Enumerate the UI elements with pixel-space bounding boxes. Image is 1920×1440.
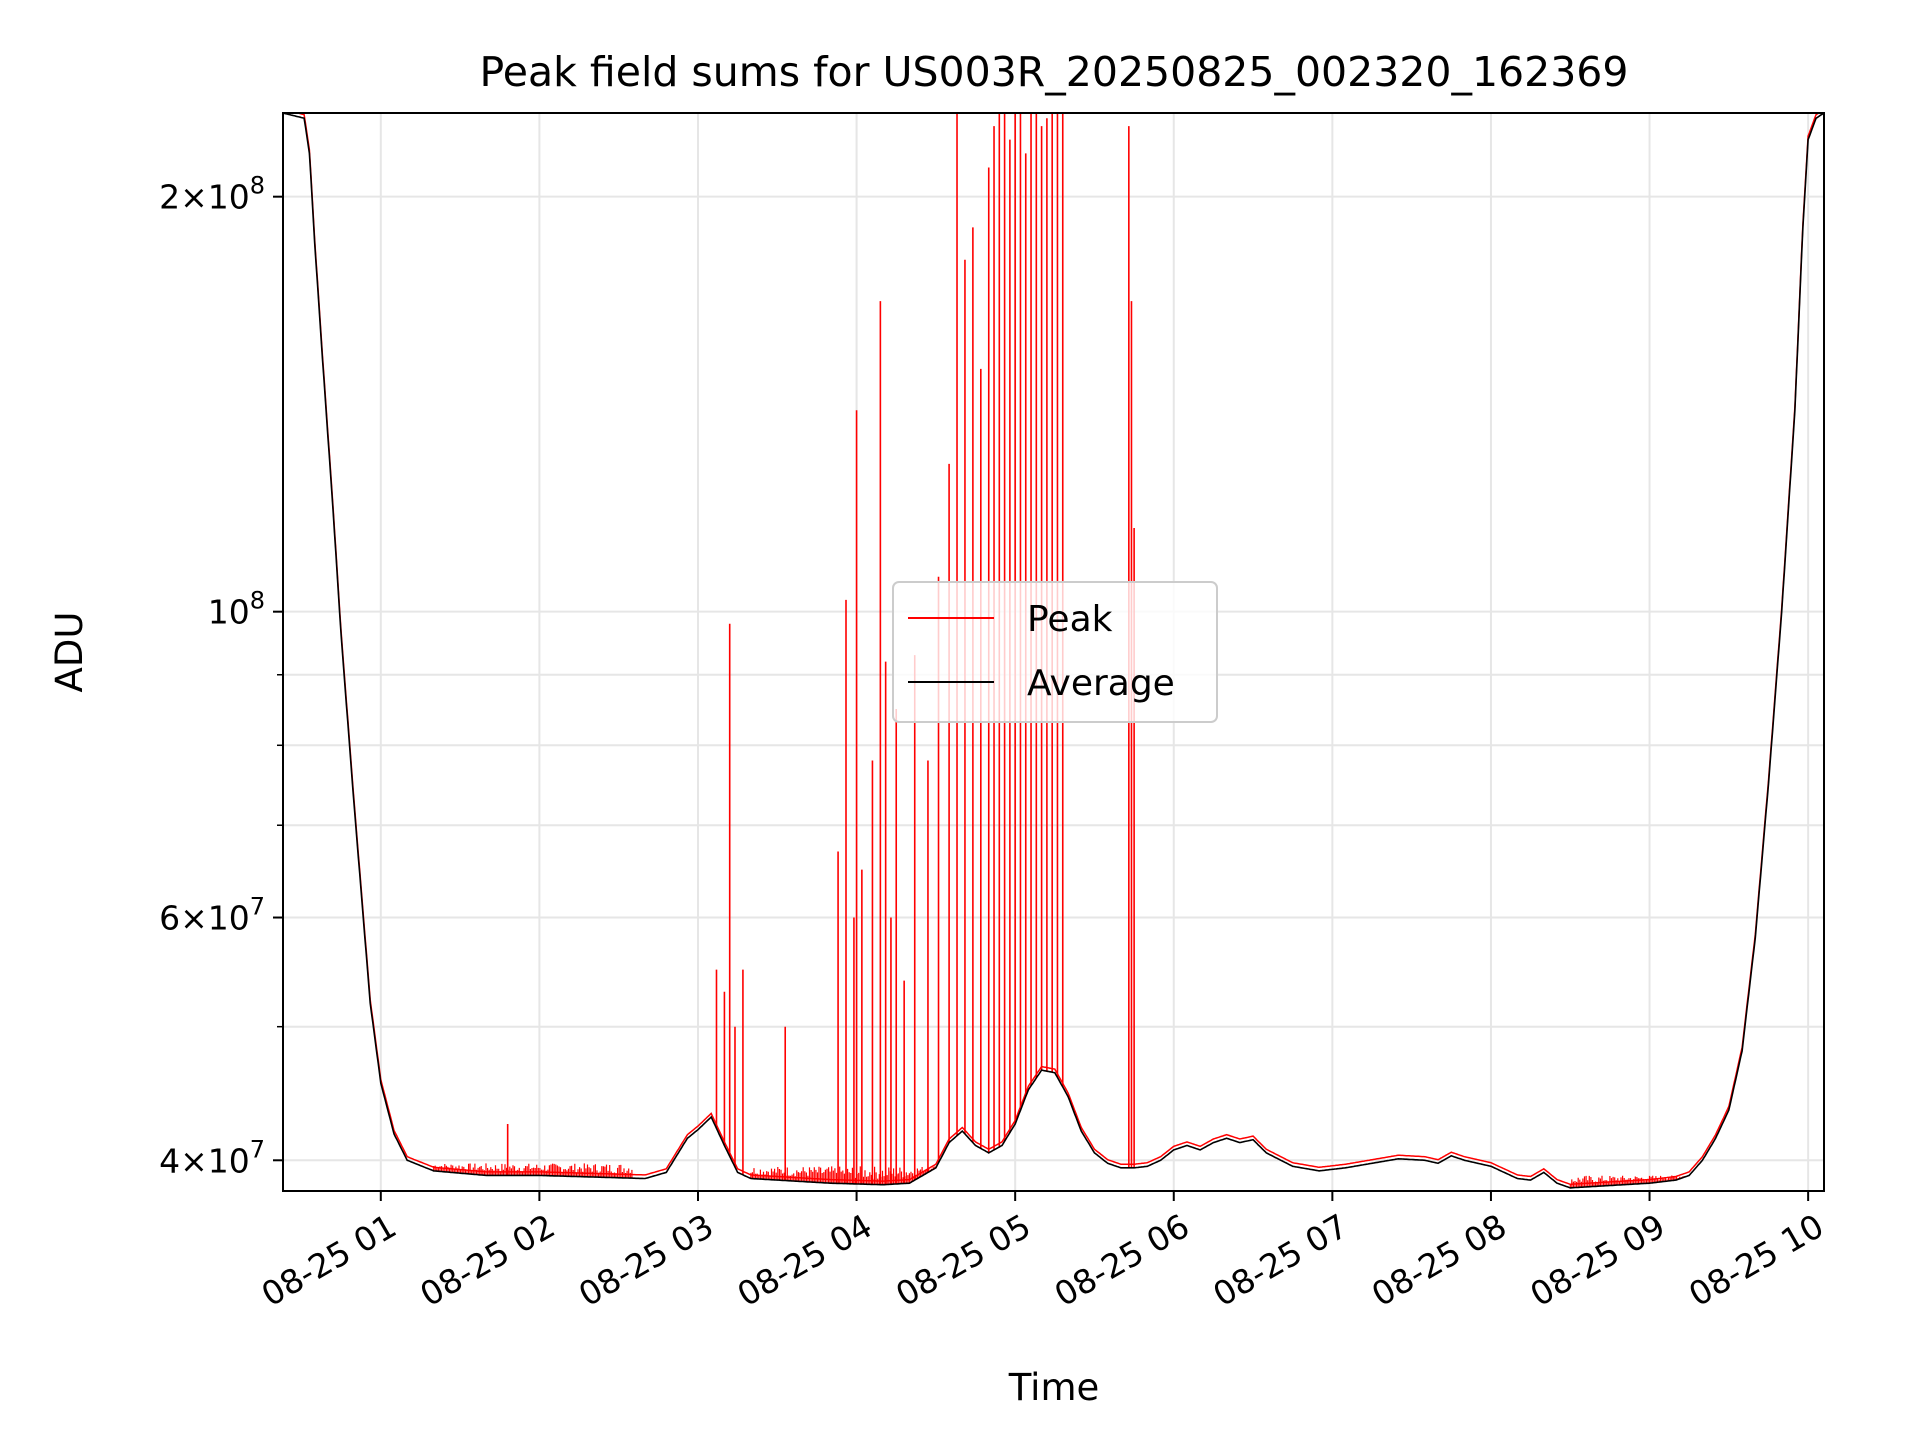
y-tick-label-3: 2×108 — [159, 172, 265, 217]
chart-title: Peak field sums for US003R_20250825_0023… — [480, 48, 1629, 96]
x-axis-label: Time — [1008, 1366, 1100, 1409]
series-average-line — [282, 112, 1825, 1189]
plot-frame — [282, 112, 1825, 1192]
legend-label-average: Average — [1027, 663, 1175, 704]
y-tick-label-1: 6×107 — [159, 893, 265, 938]
series-peak — [283, 112, 1824, 1188]
grid — [283, 113, 1824, 1191]
series-peak-noise-0 — [433, 1163, 633, 1179]
series-peak-noise-2 — [1569, 1175, 1689, 1188]
y-axis: 4×107 6×107 108 2×108 — [159, 172, 283, 1180]
y-tick-label-2: 108 — [208, 587, 265, 632]
legend: Peak Average — [892, 581, 1218, 723]
series-average — [282, 112, 1825, 1189]
y-tick-label-0: 4×107 — [159, 1135, 265, 1180]
legend-label-peak: Peak — [1027, 599, 1113, 640]
y-axis-label: ADU — [48, 612, 91, 693]
